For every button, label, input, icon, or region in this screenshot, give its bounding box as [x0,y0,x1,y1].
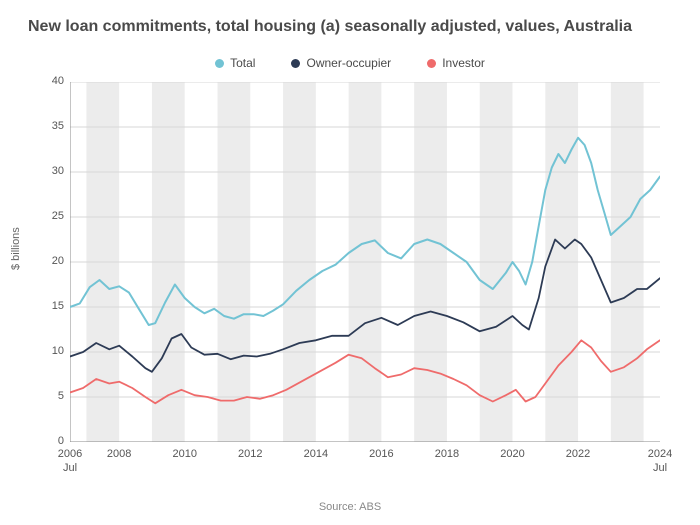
x-tick-label: 2014 [304,448,328,462]
y-tick-label: 0 [36,435,64,447]
x-tick-label: 2006Jul [58,448,82,476]
y-tick-label: 5 [36,390,64,402]
x-tick-label: 2018 [435,448,459,462]
legend-swatch [215,59,224,68]
x-tick-label: 2008 [107,448,131,462]
x-tick-label: 2016 [369,448,393,462]
y-tick-label: 40 [36,75,64,87]
chart-plot [70,82,660,442]
y-tick-label: 25 [36,210,64,222]
legend-swatch [427,59,436,68]
x-tick-label: 2012 [238,448,262,462]
x-tick-label: 2022 [566,448,590,462]
legend-label: Investor [442,56,485,70]
y-tick-label: 35 [36,120,64,132]
y-tick-label: 30 [36,165,64,177]
x-tick-label: 2024Jul [648,448,672,476]
y-tick-label: 10 [36,345,64,357]
legend-label: Owner-occupier [306,56,391,70]
legend-item: Investor [427,56,485,70]
y-tick-label: 15 [36,300,64,312]
x-tick-label: 2010 [172,448,196,462]
chart-title: New loan commitments, total housing (a) … [28,18,632,36]
source-label: Source: ABS [0,501,700,513]
legend: Total Owner-occupier Investor [0,56,700,71]
legend-item: Owner-occupier [291,56,391,70]
y-tick-label: 20 [36,255,64,267]
legend-item: Total [215,56,255,70]
legend-swatch [291,59,300,68]
legend-label: Total [230,56,255,70]
x-tick-label: 2020 [500,448,524,462]
y-axis-label: $ billions [10,227,22,270]
